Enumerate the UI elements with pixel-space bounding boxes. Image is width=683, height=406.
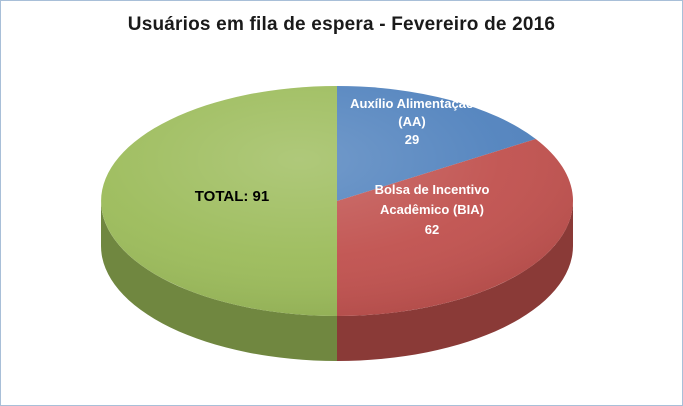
slice-label-total: TOTAL: 91 — [195, 188, 269, 205]
pie-sheen-overlay — [101, 86, 573, 316]
slice-label-aa-line-1: Auxílio Alimentação — [350, 96, 474, 111]
slice-label-bia-value: 62 — [425, 222, 439, 237]
chart-title: Usuários em fila de espera - Fevereiro d… — [127, 14, 556, 35]
slice-label-bia-line-2: Acadêmico (BIA) — [380, 202, 484, 217]
slice-label-aa-value: 29 — [405, 132, 419, 147]
pie-labels: Auxílio Alimentação (AA) 29 Bolsa de Inc… — [195, 96, 490, 237]
pie-slice-side-bia — [337, 201, 573, 361]
slice-label-aa-line-2: (AA) — [398, 114, 425, 129]
slice-label-bia-line-1: Bolsa de Incentivo — [375, 182, 490, 197]
pie-slice-side-total — [101, 201, 337, 361]
